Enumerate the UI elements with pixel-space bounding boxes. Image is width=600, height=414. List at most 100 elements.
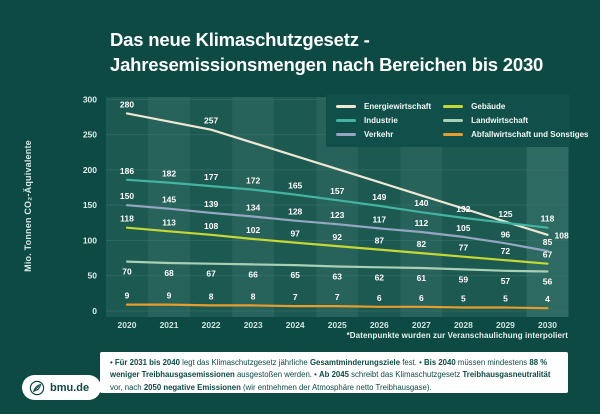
svg-text:92: 92	[333, 232, 343, 242]
svg-text:102: 102	[246, 225, 260, 235]
svg-text:2025: 2025	[328, 320, 347, 330]
svg-text:2026: 2026	[370, 320, 389, 330]
svg-text:105: 105	[456, 223, 470, 233]
infobox-text-segment: Treibhausgasneutralität	[462, 370, 551, 380]
svg-text:108: 108	[555, 230, 569, 240]
svg-text:113: 113	[162, 217, 176, 227]
legend-swatch	[336, 119, 356, 122]
infobox-text-segment: schreibt das Klimaschutzgesetz	[348, 370, 463, 380]
infobox-text-segment: Ab 2045	[319, 370, 349, 380]
svg-text:97: 97	[290, 229, 300, 239]
y-axis-title: Mio. Tonnen CO₂-Äquivalente	[23, 140, 33, 272]
svg-text:59: 59	[459, 274, 469, 284]
svg-text:7: 7	[293, 292, 298, 302]
line-abfallwirtschaft-und-sonstiges	[125, 303, 549, 310]
svg-text:145: 145	[162, 195, 176, 205]
svg-text:57: 57	[501, 276, 511, 286]
svg-text:8: 8	[251, 291, 256, 301]
infobox-text-segment: vor, nach	[110, 382, 144, 392]
svg-text:117: 117	[372, 214, 386, 224]
legend-item-abfallwirtschaft-und-sonstiges: Abfallwirtschaft und Sonstiges	[443, 130, 588, 139]
svg-text:61: 61	[417, 273, 427, 283]
page-title: Das neue Klimaschutzgesetz - Jahresemiss…	[110, 27, 590, 77]
legend-column: Gebäude Landwirtschaft Abfallwirtschaft un…	[443, 102, 588, 139]
svg-text:68: 68	[164, 268, 174, 278]
legend-swatch	[336, 133, 356, 136]
svg-text:65: 65	[290, 270, 300, 280]
svg-text:96: 96	[501, 229, 511, 239]
svg-text:4: 4	[545, 294, 550, 304]
line-landwirtschaft	[125, 260, 549, 273]
legend-swatch	[443, 119, 464, 122]
legend-item-geb-ude: Gebäude	[443, 102, 588, 111]
line-geb-ude	[125, 226, 549, 265]
svg-text:62: 62	[375, 272, 385, 282]
infobox-text-segment: Gesamtminderungsziele	[309, 358, 401, 367]
svg-text:150: 150	[83, 200, 97, 210]
svg-text:140: 140	[414, 198, 428, 208]
legend-item-landwirtschaft: Landwirtschaft	[443, 116, 588, 125]
x-axis-labels: 2020 2021 2022 2023 2024 2025 2026 2027 2028 2029…	[118, 320, 558, 330]
svg-text:132: 132	[456, 204, 470, 214]
svg-text:87: 87	[375, 236, 385, 246]
svg-text:56: 56	[543, 276, 553, 286]
svg-text:72: 72	[501, 246, 511, 256]
svg-text:6: 6	[377, 293, 382, 303]
bmu-logo-label: bmu.de	[50, 381, 90, 394]
svg-text:2020: 2020	[118, 320, 137, 330]
legend-label: Gebäude	[471, 102, 506, 111]
svg-text:9: 9	[167, 291, 172, 301]
svg-text:6: 6	[419, 293, 424, 303]
svg-text:2028: 2028	[454, 320, 473, 330]
infobox-text-segment: 88 % weniger Treibhausgasemissionen	[110, 358, 548, 380]
svg-text:112: 112	[414, 218, 428, 228]
line-verkehr	[125, 204, 549, 253]
plot-bands	[105, 97, 569, 317]
legend-label: Verkehr	[364, 130, 394, 139]
line-energiewirtschaft	[125, 112, 549, 236]
svg-text:63: 63	[333, 272, 343, 282]
svg-text:2024: 2024	[286, 320, 305, 330]
svg-text:150: 150	[120, 191, 134, 201]
svg-text:250: 250	[83, 130, 97, 140]
svg-text:7: 7	[335, 292, 340, 302]
svg-text:67: 67	[206, 269, 216, 279]
svg-text:125: 125	[498, 209, 512, 219]
svg-text:200: 200	[83, 165, 97, 175]
infobox-text-segment: Bis 2040	[424, 358, 456, 367]
chart-legend: Energiewirtschaft Industrie Verkehr Gebäude…	[326, 94, 588, 147]
svg-text:139: 139	[204, 199, 218, 209]
chart-footnote: *Datenpunkte wurden zur Veranschaulichun…	[346, 331, 568, 340]
legend-swatch	[336, 105, 356, 108]
legend-swatch	[443, 133, 464, 136]
svg-text:2021: 2021	[160, 320, 179, 330]
svg-text:70: 70	[122, 267, 132, 277]
legend-column: Energiewirtschaft Industrie Verkehr	[336, 102, 431, 139]
legend-swatch	[443, 105, 464, 108]
svg-text:50: 50	[88, 271, 98, 281]
svg-text:2022: 2022	[202, 320, 221, 330]
svg-text:82: 82	[417, 239, 427, 249]
svg-text:8: 8	[209, 291, 214, 301]
infobox-text-segment: müssen mindestens	[455, 358, 530, 367]
svg-text:177: 177	[204, 172, 218, 182]
svg-text:0: 0	[92, 306, 97, 316]
svg-text:280: 280	[120, 99, 134, 109]
legend-item-verkehr: Verkehr	[336, 130, 431, 139]
series-lines	[125, 112, 549, 310]
svg-text:108: 108	[204, 221, 218, 231]
bmu-logo-badge[interactable]: bmu.de	[22, 375, 102, 400]
svg-text:2029: 2029	[496, 320, 515, 330]
svg-text:128: 128	[288, 207, 302, 217]
svg-text:66: 66	[248, 269, 258, 279]
title-line-2: Jahresemissionsmengen nach Bereichen bis…	[110, 54, 544, 75]
legend-label: Abfallwirtschaft und Sonstiges	[471, 130, 589, 139]
infobox-text-segment: ausgestoßen werden. •	[234, 370, 320, 380]
svg-text:123: 123	[330, 210, 344, 220]
y-axis-labels: 0 50 100 150 200 250 300	[83, 94, 97, 316]
infobox-text-segment: •	[110, 358, 115, 367]
svg-text:165: 165	[288, 181, 302, 191]
infobox-text-segment: fest. •	[400, 358, 425, 367]
